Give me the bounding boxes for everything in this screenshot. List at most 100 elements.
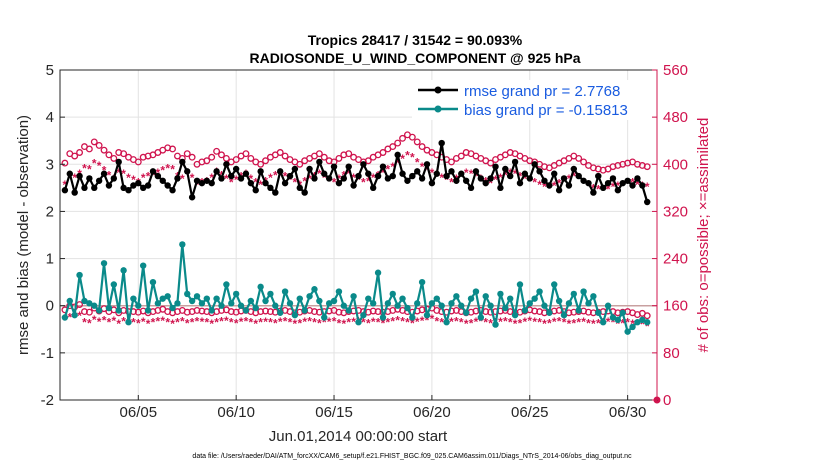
rmse-point bbox=[634, 175, 641, 182]
obs-assimilated-point: * bbox=[97, 159, 102, 173]
obs-assimilated-point: * bbox=[351, 315, 356, 329]
bias-point bbox=[560, 311, 568, 319]
rmse-point bbox=[262, 179, 269, 187]
bias-point bbox=[462, 309, 470, 316]
obs-assimilated-point: * bbox=[547, 316, 552, 330]
y-right-tick-label: 400 bbox=[663, 156, 688, 173]
obs-assimilated-point: * bbox=[141, 315, 146, 329]
obs-assimilated-point: * bbox=[576, 316, 581, 330]
obs-possible-point bbox=[369, 307, 377, 315]
obs-assimilated-point: * bbox=[116, 166, 121, 180]
y-right-tick-label: 320 bbox=[663, 203, 688, 220]
bias-point bbox=[71, 311, 78, 319]
obs-assimilated-point: * bbox=[567, 172, 572, 186]
y-tick-label: -1 bbox=[41, 345, 54, 362]
obs-possible-point bbox=[81, 308, 88, 316]
obs-assimilated-point: * bbox=[571, 316, 576, 330]
obs-assimilated-point: * bbox=[415, 315, 420, 329]
obs-assimilated-point: * bbox=[195, 315, 200, 329]
rmse-point bbox=[555, 187, 563, 194]
rmse-point bbox=[639, 182, 646, 189]
rmse-point bbox=[428, 179, 436, 187]
obs-assimilated-point: * bbox=[146, 170, 151, 184]
rmse-point bbox=[604, 179, 612, 187]
obs-assimilated-point: * bbox=[107, 168, 112, 182]
obs-assimilated-point: * bbox=[87, 163, 92, 177]
rmse-point bbox=[257, 168, 264, 175]
obs-assimilated-point: * bbox=[523, 172, 528, 186]
obs-assimilated-point: * bbox=[425, 313, 430, 327]
obs-assimilated-point: * bbox=[234, 173, 239, 187]
rmse-point bbox=[580, 177, 587, 184]
obs-assimilated-point: * bbox=[332, 175, 337, 189]
bias-point bbox=[179, 241, 186, 248]
obs-possible-point bbox=[95, 141, 103, 149]
rmse-point bbox=[487, 175, 494, 182]
bias-point bbox=[159, 295, 166, 302]
rmse-point bbox=[394, 151, 401, 159]
rmse-point bbox=[281, 179, 289, 187]
bias-point bbox=[546, 309, 553, 316]
y-right-tick-label: 80 bbox=[663, 345, 680, 362]
obs-assimilated-point: * bbox=[503, 168, 508, 182]
obs-assimilated-point: * bbox=[293, 317, 298, 331]
bias-point bbox=[252, 304, 259, 312]
obs-assimilated-point: * bbox=[464, 166, 469, 180]
obs-possible-point bbox=[320, 153, 328, 161]
legend-marker-bias bbox=[434, 105, 442, 113]
bias-point bbox=[125, 319, 132, 326]
bias-point bbox=[345, 307, 352, 314]
obs-assimilated-point: * bbox=[425, 164, 430, 178]
bias-point bbox=[86, 300, 93, 307]
rmse-point bbox=[120, 184, 127, 192]
bias-point bbox=[609, 314, 617, 321]
bias-point bbox=[492, 321, 499, 328]
bias-point bbox=[487, 302, 494, 309]
bias-point bbox=[467, 295, 475, 302]
rmse-point bbox=[384, 175, 392, 182]
obs-assimilated-point: * bbox=[454, 315, 459, 329]
obs-assimilated-point: * bbox=[616, 179, 621, 193]
rmse-point bbox=[316, 158, 323, 166]
obs-assimilated-point: * bbox=[567, 317, 572, 331]
obs-assimilated-point: * bbox=[283, 170, 288, 184]
rmse-point bbox=[551, 170, 558, 177]
bias-point bbox=[477, 314, 485, 321]
y-right-tick-label: 0 bbox=[663, 392, 671, 409]
rmse-point bbox=[311, 175, 318, 182]
obs-assimilated-point: * bbox=[552, 179, 557, 193]
obs-possible-point bbox=[374, 308, 382, 316]
rmse-point bbox=[110, 175, 118, 182]
rmse-point bbox=[492, 163, 499, 170]
obs-possible-point bbox=[257, 308, 265, 316]
y-right-tick-label: 480 bbox=[663, 109, 688, 126]
obs-assimilated-point: * bbox=[263, 315, 268, 329]
bias-point bbox=[286, 300, 294, 307]
rmse-point bbox=[497, 184, 504, 192]
obs-assimilated-point: * bbox=[151, 168, 156, 182]
bias-point bbox=[580, 288, 587, 295]
rmse-point bbox=[76, 172, 83, 180]
rmse-point bbox=[516, 179, 524, 187]
obs-possible-point bbox=[247, 154, 255, 162]
obs-assimilated-point: * bbox=[513, 317, 518, 331]
x-tick-label: 06/30 bbox=[609, 404, 647, 421]
rmse-point bbox=[335, 179, 343, 187]
obs-assimilated-point: * bbox=[552, 315, 557, 329]
obs-assimilated-point: * bbox=[253, 175, 258, 189]
obs-assimilated-point: * bbox=[400, 152, 405, 166]
x-tick-label: 06/15 bbox=[315, 404, 353, 421]
bias-point bbox=[237, 302, 245, 309]
obs-possible-point bbox=[257, 160, 265, 168]
bias-point bbox=[516, 281, 524, 288]
obs-assimilated-point: * bbox=[410, 151, 415, 165]
obs-assimilated-point: * bbox=[420, 314, 425, 328]
obs-assimilated-point: * bbox=[165, 316, 170, 330]
bias-point bbox=[418, 278, 426, 286]
bias-point bbox=[453, 293, 460, 300]
obs-assimilated-point: * bbox=[532, 175, 537, 189]
bias-point bbox=[536, 288, 543, 295]
obs-possible-point bbox=[418, 143, 426, 151]
rmse-point bbox=[164, 182, 171, 189]
obs-assimilated-point: * bbox=[430, 312, 435, 326]
